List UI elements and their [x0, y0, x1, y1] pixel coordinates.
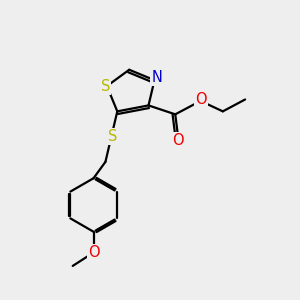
Text: S: S — [108, 129, 118, 144]
Text: O: O — [172, 133, 184, 148]
Text: S: S — [101, 79, 110, 94]
Text: O: O — [88, 245, 99, 260]
Text: O: O — [195, 92, 206, 107]
Text: N: N — [152, 70, 162, 85]
